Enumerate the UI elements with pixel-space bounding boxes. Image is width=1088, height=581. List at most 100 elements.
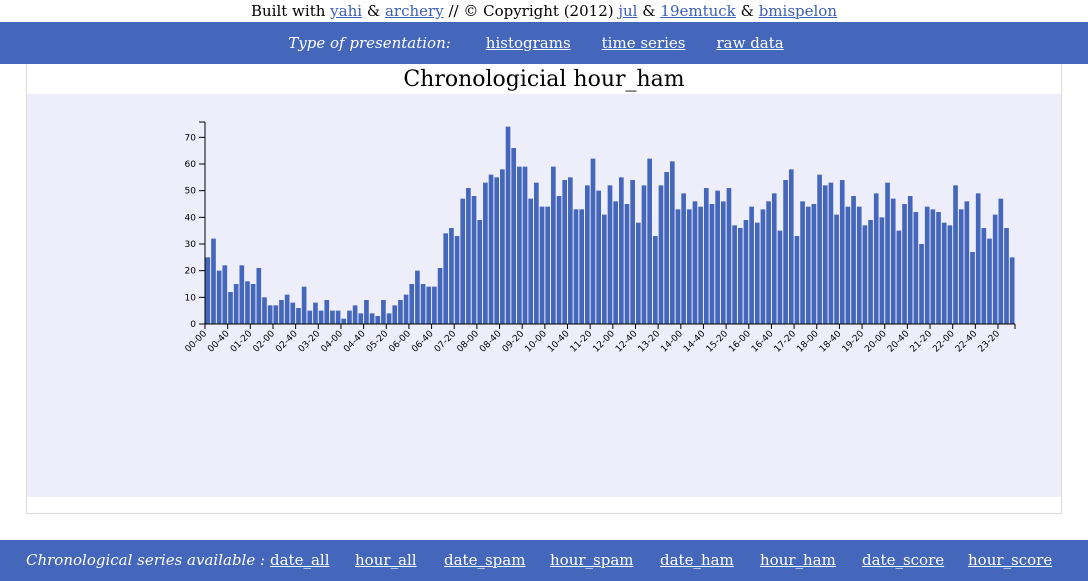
x-tick-label: 07-20 <box>433 329 459 355</box>
bar <box>335 310 341 324</box>
bar <box>675 209 681 324</box>
hour-ham-link[interactable]: hour_ham <box>760 551 836 569</box>
chart-title: Chronologicial hour_ham <box>403 67 685 92</box>
bar <box>602 214 607 324</box>
x-tick-label: 22-40 <box>954 329 980 355</box>
x-tick-label: 04-40 <box>342 329 368 355</box>
bar <box>703 188 709 324</box>
x-tick-label: 00-40 <box>206 329 232 355</box>
bar <box>896 230 902 324</box>
bar <box>347 310 352 324</box>
histograms-link[interactable]: histograms <box>485 34 571 52</box>
bmispelon-link[interactable]: bmispelon <box>758 2 837 20</box>
bar <box>381 300 386 324</box>
bar <box>454 236 460 324</box>
bar <box>398 300 403 324</box>
y-tick-label: 0 <box>190 320 196 330</box>
x-tick-label: 10-40 <box>546 329 572 355</box>
bar <box>494 177 500 324</box>
bar <box>805 206 811 324</box>
bar <box>483 182 488 324</box>
bar <box>273 305 279 324</box>
bar <box>647 158 652 324</box>
bar <box>216 270 222 324</box>
bar <box>556 196 562 324</box>
bar <box>369 313 375 324</box>
bar <box>443 233 449 324</box>
ampersand-text: & <box>366 2 381 20</box>
bar <box>522 166 528 324</box>
bar <box>783 180 788 324</box>
bar <box>364 300 369 324</box>
hour-spam-link[interactable]: hour_spam <box>550 551 634 569</box>
yahi-link[interactable]: yahi <box>330 2 363 20</box>
bar <box>737 228 743 324</box>
bar <box>664 172 669 324</box>
bar <box>279 300 284 324</box>
bar <box>568 177 573 324</box>
bar <box>698 206 703 324</box>
bar <box>669 161 675 324</box>
date-spam-link[interactable]: date_spam <box>444 551 526 569</box>
bar <box>987 238 992 324</box>
x-tick-label: 06-40 <box>410 329 436 355</box>
ampersand-text: & <box>642 2 656 20</box>
x-tick-label: 02-40 <box>274 329 300 355</box>
19emtuck-link[interactable]: 19emtuck <box>660 2 736 20</box>
date-score-link[interactable]: date_score <box>862 551 945 569</box>
bar <box>919 244 924 324</box>
bar <box>681 193 686 324</box>
bar <box>715 190 720 324</box>
bar <box>771 193 777 324</box>
date-ham-link[interactable]: date_ham <box>660 551 734 569</box>
y-tick-label: 40 <box>185 213 197 223</box>
x-tick-label: 13-20 <box>637 329 663 355</box>
bar <box>641 185 647 324</box>
time-series-link[interactable]: time series <box>601 34 686 52</box>
series-footer: Chronological series available : date_al… <box>0 540 1088 581</box>
hour-all-link[interactable]: hour_all <box>355 551 417 569</box>
jul-link[interactable]: jul <box>618 2 638 20</box>
date-all-link[interactable]: date_all <box>270 551 330 569</box>
bar <box>426 286 432 324</box>
x-tick-label: 22-00 <box>931 329 957 355</box>
y-tick-label: 10 <box>185 293 197 303</box>
bar <box>941 222 947 324</box>
bar <box>511 148 517 324</box>
bar <box>692 201 698 324</box>
bar <box>415 270 420 324</box>
bar <box>392 305 398 324</box>
bar <box>856 206 862 324</box>
bar <box>205 257 211 324</box>
hour-score-link[interactable]: hour_score <box>968 551 1053 569</box>
bar <box>222 265 228 324</box>
bar <box>596 190 601 324</box>
x-tick-label: 19-20 <box>841 329 867 355</box>
credits-bar: Built with yahi & archery // © Copyright… <box>0 0 1088 22</box>
bar <box>318 310 324 324</box>
bar <box>720 201 726 324</box>
x-tick-label: 02-00 <box>252 329 278 355</box>
raw-data-link[interactable]: raw data <box>716 34 784 52</box>
x-tick-label: 10-00 <box>523 329 549 355</box>
x-tick-label: 08-40 <box>478 329 504 355</box>
bar <box>873 193 879 324</box>
chart-panel: Chronologicial hour_ham 0 10 20 30 40 50 60 70 0… <box>26 64 1062 514</box>
built-with-text: Built with <box>250 2 326 20</box>
x-tick-label: 05-20 <box>365 329 391 355</box>
bar <box>732 225 737 324</box>
bar <box>296 308 301 324</box>
bar <box>330 310 335 324</box>
bar <box>228 292 233 324</box>
bar <box>879 217 885 324</box>
bar <box>500 169 505 324</box>
bar <box>471 196 477 324</box>
bar <box>624 204 630 324</box>
bar <box>630 180 635 324</box>
bar <box>539 206 545 324</box>
bar <box>839 180 845 324</box>
archery-link[interactable]: archery <box>384 2 444 20</box>
x-tick-label: 06-00 <box>387 329 413 355</box>
bar <box>505 126 511 324</box>
bar <box>307 310 313 324</box>
